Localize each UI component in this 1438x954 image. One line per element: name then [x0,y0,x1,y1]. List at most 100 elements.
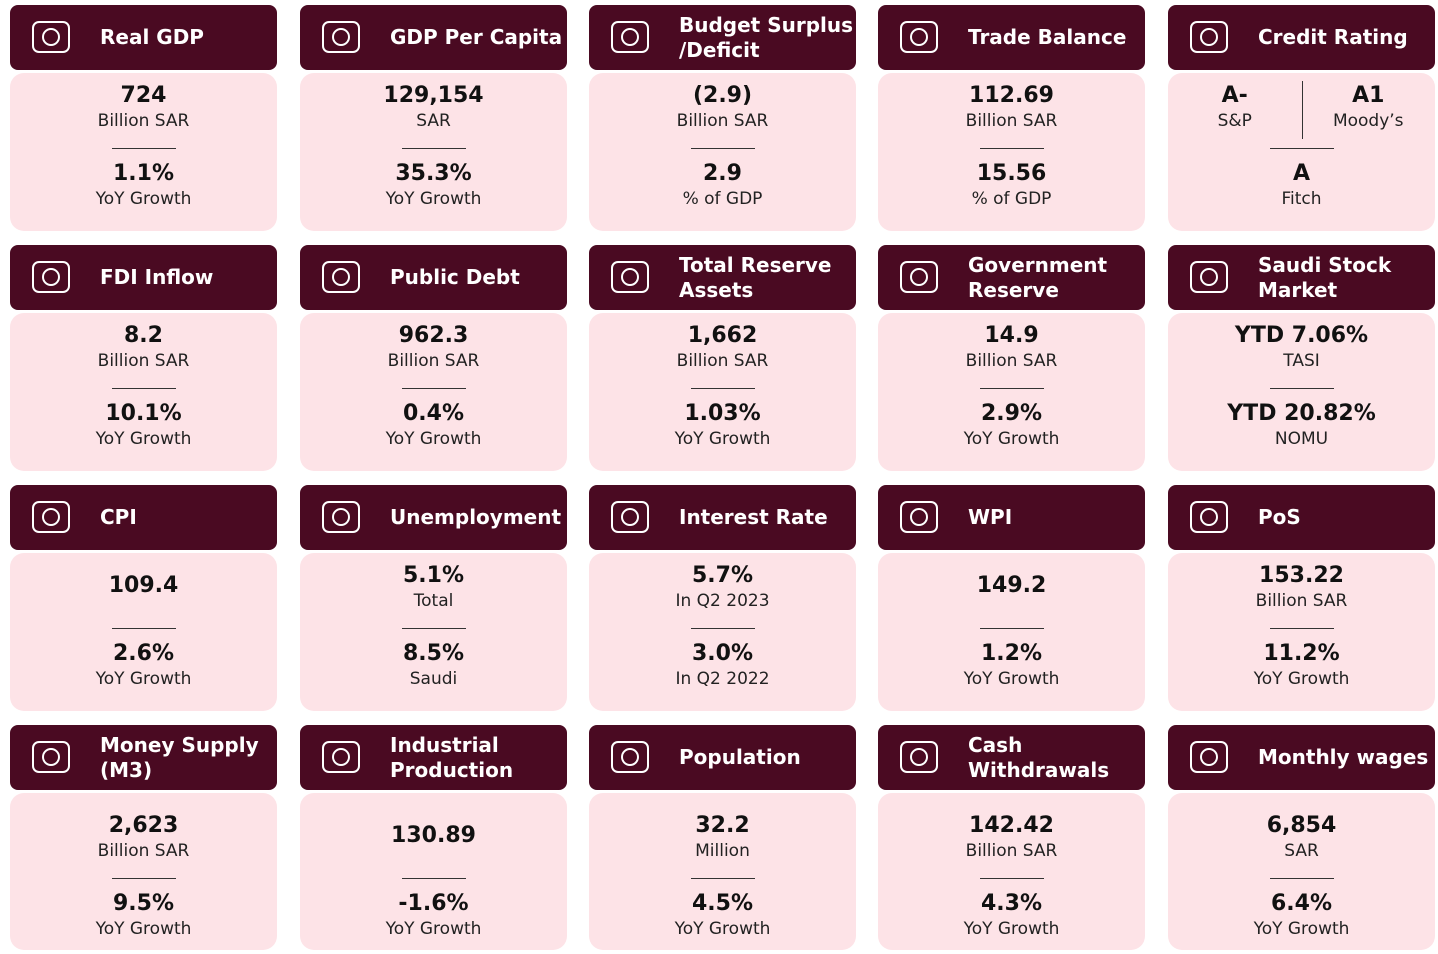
card-header: Unemployment [300,485,567,550]
card-title: Money Supply (M3) [100,725,259,790]
card-header: Trade Balance [878,5,1145,70]
divider [1301,81,1303,139]
value: YTD 20.82% [1227,401,1376,426]
label: YoY Growth [95,429,192,449]
icon-graphic [1190,741,1228,773]
card-title: GDP Per Capita [390,5,562,70]
divider [690,388,755,389]
value: 2.9 [703,161,742,186]
icon [609,17,651,57]
value: 8.2 [124,323,163,348]
icon-graphic [611,741,649,773]
title-line: Government [968,252,1108,277]
divider [401,628,466,629]
icon [1188,257,1230,297]
label: Billion SAR [676,111,769,131]
label: Billion SAR [965,841,1058,861]
label: YoY Growth [1253,919,1350,939]
divider [401,388,466,389]
card-title: Industrial Production [390,725,513,790]
card-title: Credit Rating [1258,5,1408,70]
card-header: Government Reserve [878,245,1145,310]
label: Billion SAR [97,111,190,131]
icon-graphic [900,261,938,293]
label: % of GDP [971,189,1052,209]
value: A- [1221,83,1248,108]
icon-graphic [322,741,360,773]
label: Billion SAR [676,351,769,371]
divider [690,148,755,149]
value: -1.6% [398,891,469,916]
value: 2,623 [108,813,179,838]
card-body: A- S&P A1 Moody’s A Fitch [1168,73,1435,231]
value: 14.9 [984,323,1039,348]
card-title: Saudi Stock Market [1258,245,1391,310]
title-line: Public Debt [390,265,520,289]
divider [979,628,1044,629]
icon [30,257,72,297]
icon-graphic [611,21,649,53]
icon-graphic [611,261,649,293]
card-title: Public Debt [390,245,520,310]
title-line: Population [679,745,801,769]
label: Billion SAR [97,841,190,861]
card-body: 32.2 Million 4.5% YoY Growth [589,793,856,950]
title-line: PoS [1258,505,1301,529]
icon-graphic [900,501,938,533]
divider [111,878,176,879]
icon [609,737,651,777]
label: Billion SAR [97,351,190,371]
card-header: Credit Rating [1168,5,1435,70]
label: YoY Growth [674,429,771,449]
icon-graphic [1190,501,1228,533]
label: TASI [1283,351,1320,371]
title-line: (M3) [100,757,153,782]
label: Billion SAR [965,351,1058,371]
icon [320,17,362,57]
value: 35.3% [395,161,472,186]
title-line: Monthly wages [1258,745,1429,769]
value: 8.5% [402,641,464,666]
icon [1188,17,1230,57]
card-body: 109.4 2.6% YoY Growth [10,553,277,711]
card-title: Interest Rate [679,485,828,550]
value: 1.2% [980,641,1042,666]
icon-graphic [1190,261,1228,293]
card-header: Real GDP [10,5,277,70]
title-line: Saudi Stock [1258,252,1392,277]
card-body: 149.2 1.2% YoY Growth [878,553,1145,711]
divider [1269,148,1334,149]
value: 15.56 [976,161,1047,186]
card-header: CPI [10,485,277,550]
card-header: FDI Inflow [10,245,277,310]
label: NOMU [1274,429,1329,449]
card-body: 962.3 Billion SAR 0.4% YoY Growth [300,313,567,471]
title-line: FDI Inflow [100,265,214,289]
value: 130.89 [391,823,476,848]
value: 112.69 [969,83,1054,108]
title-line: GDP Per Capita [390,25,563,49]
card-header: Budget Surplus/Deficit [589,5,856,70]
icon [320,257,362,297]
value: 6.4% [1270,891,1332,916]
title-line: Production [390,757,514,782]
icon [898,17,940,57]
icon-graphic [32,501,70,533]
card-title: Cash Withdrawals [968,725,1109,790]
label: Billion SAR [387,351,480,371]
label: Million [695,841,750,861]
divider [1269,878,1334,879]
divider [401,148,466,149]
card-body: 1,662 Billion SAR 1.03% YoY Growth [589,313,856,471]
value: 9.5% [112,891,174,916]
icon [898,737,940,777]
title-line: Industrial [390,732,499,757]
card-body: 8.2 Billion SAR 10.1% YoY Growth [10,313,277,471]
card-body: 14.9 Billion SAR 2.9% YoY Growth [878,313,1145,471]
label: Saudi [409,669,458,689]
icon [1188,737,1230,777]
title-line: Withdrawals [968,757,1110,782]
label: In Q2 2022 [675,669,770,689]
card-body: 129,154 SAR 35.3% YoY Growth [300,73,567,231]
card-body: 724 Billion SAR 1.1% YoY Growth [10,73,277,231]
